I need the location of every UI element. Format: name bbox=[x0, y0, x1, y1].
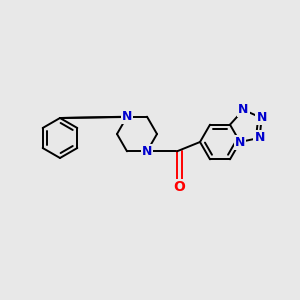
Text: N: N bbox=[235, 136, 245, 148]
Text: N: N bbox=[238, 103, 249, 116]
Text: N: N bbox=[142, 145, 152, 158]
Text: N: N bbox=[122, 110, 132, 123]
Text: N: N bbox=[254, 131, 265, 144]
Text: O: O bbox=[173, 180, 185, 194]
Text: N: N bbox=[256, 112, 267, 124]
